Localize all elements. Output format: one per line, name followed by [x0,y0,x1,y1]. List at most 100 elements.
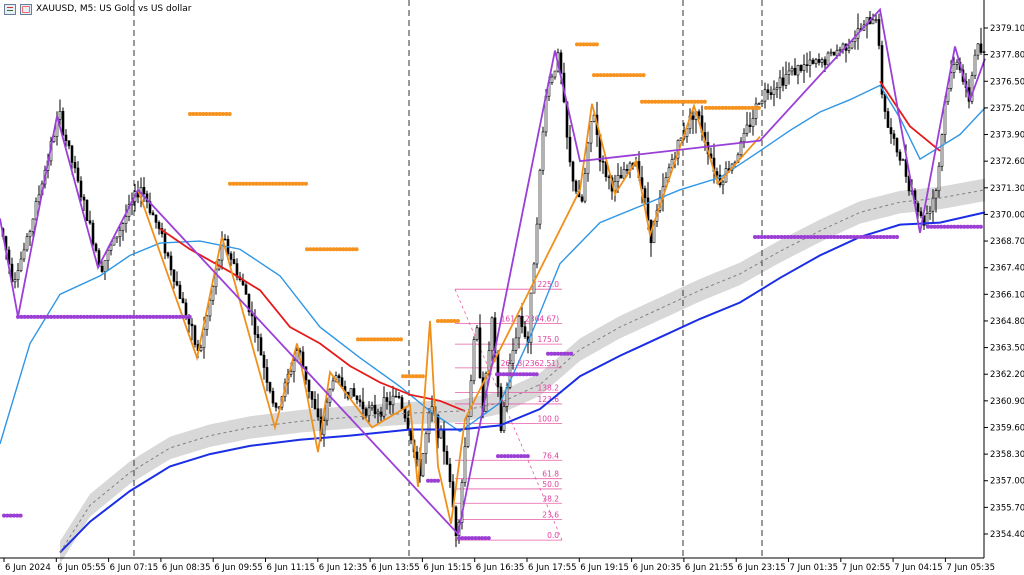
candle [88,210,92,225]
candle [760,99,764,107]
candle [514,327,518,354]
candle [643,185,647,205]
candle [901,158,905,161]
candle [853,30,857,50]
x-tick-label: 6 Jun 12:35 [319,563,368,573]
candle [199,344,203,353]
candle [553,70,557,80]
y-tick-label: 2372.60 [990,157,1024,167]
candle [376,408,380,424]
candle [382,386,386,420]
candle [424,431,428,464]
candle [850,40,854,50]
candle [622,162,626,179]
candle [931,189,935,223]
session-separators [133,0,763,558]
candle [757,102,761,105]
y-tick-label: 2367.40 [990,264,1024,274]
candle [805,52,809,73]
candle [25,233,29,252]
y-tick-label: 2373.90 [990,131,1024,141]
candle [394,389,398,398]
candle [397,392,401,400]
candle [775,82,779,98]
fib-level-label: 261.8(2362.51) [501,359,559,368]
fib-level-label: 175.0 [538,335,560,344]
candle [928,206,932,220]
candle [322,414,326,447]
candle [385,391,389,410]
candle [259,333,263,356]
candle [274,402,278,412]
candle [388,391,392,414]
y-tick-label: 2375.20 [990,104,1024,114]
fib-level-label: 100.0 [538,414,560,423]
x-tick-label: 6 Jun 15:15 [423,563,472,573]
candle [796,64,800,85]
candle [523,321,527,339]
candle [100,261,104,273]
ema-red-line [879,80,941,152]
candle [331,375,335,392]
candle [772,80,776,107]
y-tick-label: 2379.10 [990,24,1024,34]
candle [697,109,701,120]
chart-title-bar: XAUUSD, M5: US Gold vs US dollar [0,0,191,18]
x-tick-label: 6 Jun 09:55 [214,563,263,573]
candle [520,303,524,334]
candle [151,210,155,216]
candle [847,38,851,54]
candle [820,57,824,68]
candle [427,408,431,443]
candle [799,64,803,73]
candle [781,66,785,92]
candle [265,358,269,392]
x-tick-label: 6 Jun 07:15 [110,563,159,573]
chart-window-icon[interactable] [4,3,16,15]
candle [970,71,974,105]
candle [292,354,296,383]
candle [172,269,176,289]
candle [919,207,923,219]
candle [121,222,125,241]
candle [625,164,629,175]
y-tick-label: 2355.70 [990,503,1024,513]
candle [787,62,791,85]
candle [175,271,179,287]
candle [22,242,26,263]
fib-level-label: 225.0 [538,280,560,289]
candle [358,395,362,407]
candle [784,61,788,89]
candle [223,234,227,241]
candle [532,261,536,294]
ema-light_blue-line [0,84,986,445]
candle [181,291,185,304]
candle [586,141,590,182]
candle [94,242,98,253]
candle [574,179,578,195]
zigzag-purple-line [0,7,986,536]
candle [790,65,794,76]
zigzag-orange-line [137,102,761,524]
candle [355,395,359,405]
candle [538,168,542,230]
candle [178,281,182,299]
candle [769,86,773,100]
candle [19,251,23,273]
fib-level-label: 38.2 [542,494,559,503]
x-tick-label: 6 Jun 08:35 [162,563,211,573]
candle [190,318,194,341]
candle [589,121,593,153]
candle [268,381,272,394]
candle [877,13,881,50]
candle [973,49,977,79]
candle [466,415,470,449]
candle [541,126,545,175]
candle [445,445,449,466]
candle [340,366,344,388]
candle [169,251,173,276]
y-tick-label: 2357.00 [990,477,1024,487]
fib-level-label: 76.4 [542,451,559,460]
